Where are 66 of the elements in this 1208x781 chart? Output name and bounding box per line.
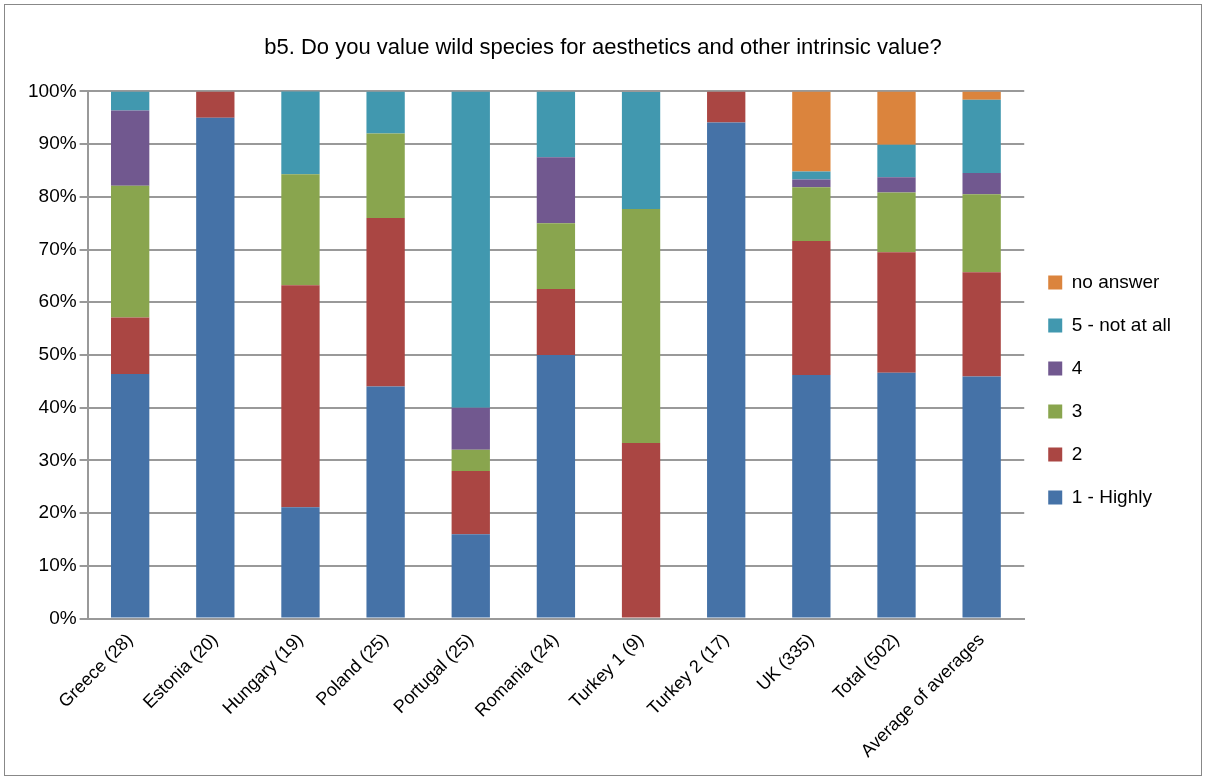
bar — [281, 285, 320, 508]
chart-title: b5. Do you value wild species for aesthetics and other intrinsic value? — [264, 34, 942, 60]
bar — [962, 272, 1001, 377]
y-tick-label: 10% — [38, 554, 77, 576]
bar — [536, 354, 576, 618]
bar — [111, 110, 150, 186]
bar — [877, 192, 916, 253]
bar — [366, 91, 405, 134]
bar — [111, 91, 150, 111]
y-tick-label: 90% — [38, 132, 77, 154]
bar — [792, 187, 831, 242]
bar — [281, 507, 320, 618]
bar — [792, 374, 831, 618]
bar — [451, 91, 490, 408]
legend-label: 4 — [1071, 356, 1083, 378]
legend-label: no answer — [1071, 270, 1161, 292]
y-tick-label: 20% — [38, 501, 77, 523]
legend-label: 3 — [1071, 399, 1083, 421]
bar — [366, 133, 405, 218]
bar — [962, 194, 1001, 273]
bar — [792, 179, 831, 188]
bar — [621, 208, 661, 443]
bar — [451, 534, 490, 618]
bar — [111, 317, 150, 374]
y-tick-label: 50% — [38, 343, 77, 365]
bar — [877, 252, 916, 373]
bar — [792, 91, 831, 172]
bar — [962, 99, 1001, 174]
bar — [621, 91, 661, 209]
bar — [196, 117, 235, 618]
bar — [451, 449, 490, 471]
bar — [196, 91, 235, 118]
bar — [111, 185, 150, 318]
y-tick-label: 80% — [38, 185, 77, 207]
bar — [536, 91, 576, 158]
bar — [536, 223, 576, 290]
bar — [366, 217, 405, 387]
legend-label: 2 — [1071, 442, 1083, 464]
bar — [792, 241, 831, 375]
bar — [877, 144, 916, 178]
bar — [111, 373, 150, 618]
y-tick-label: 100% — [27, 79, 77, 101]
bar — [962, 91, 1001, 100]
bar — [451, 407, 490, 450]
bar — [877, 372, 916, 618]
y-tick-label: 70% — [38, 237, 77, 259]
bar — [621, 442, 661, 618]
bar — [877, 177, 916, 193]
bar — [792, 171, 831, 180]
bar — [366, 386, 405, 618]
bar — [707, 91, 746, 123]
y-tick-label: 40% — [38, 395, 77, 417]
bar — [536, 289, 576, 355]
bar — [707, 122, 746, 618]
bar — [536, 157, 576, 224]
y-tick-label: 30% — [38, 448, 77, 470]
bar — [962, 173, 1001, 195]
bar — [962, 376, 1001, 618]
y-tick-label: 60% — [38, 290, 77, 312]
legend-label: 1 - Highly — [1071, 485, 1153, 507]
legend-label: 5 - not at all — [1071, 313, 1171, 335]
bar — [281, 91, 320, 175]
y-tick-label: 0% — [49, 606, 77, 628]
bar — [877, 91, 916, 145]
bar — [281, 174, 320, 286]
bar — [451, 470, 490, 535]
